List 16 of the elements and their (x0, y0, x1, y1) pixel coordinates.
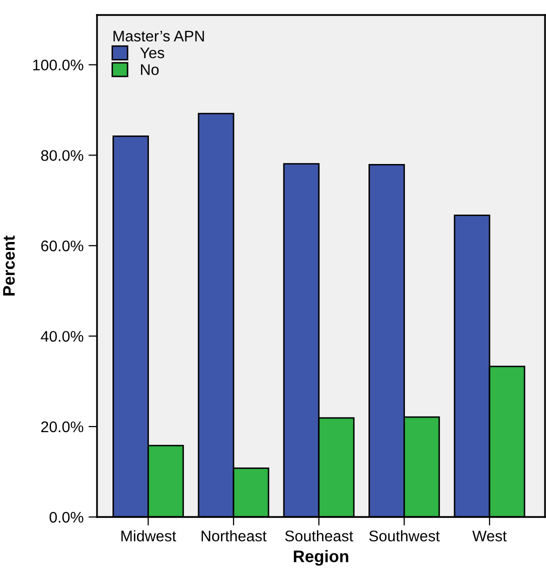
y-tick-label: 100.0% (33, 60, 84, 70)
y-tick-label: 0.0% (50, 512, 84, 523)
legend-title: Master’s APN (114, 30, 204, 42)
x-tick-label: Southwest (369, 530, 440, 542)
x-tick-label: Southeast (285, 530, 354, 542)
y-tick-label: 60.0% (41, 240, 84, 252)
y-axis-title: Percent (3, 236, 15, 296)
y-tick-label: 80.0% (41, 150, 84, 161)
legend-label: Yes (140, 48, 164, 58)
legend-label: No (141, 64, 159, 76)
y-tick-label: 40.0% (40, 330, 84, 342)
y-tick-label: 20.0% (41, 421, 84, 432)
x-tick-label: Midwest (121, 530, 176, 542)
x-tick-label: Northeast (202, 530, 267, 542)
x-axis-title: Region (294, 550, 348, 566)
x-tick-label: West (472, 530, 507, 542)
